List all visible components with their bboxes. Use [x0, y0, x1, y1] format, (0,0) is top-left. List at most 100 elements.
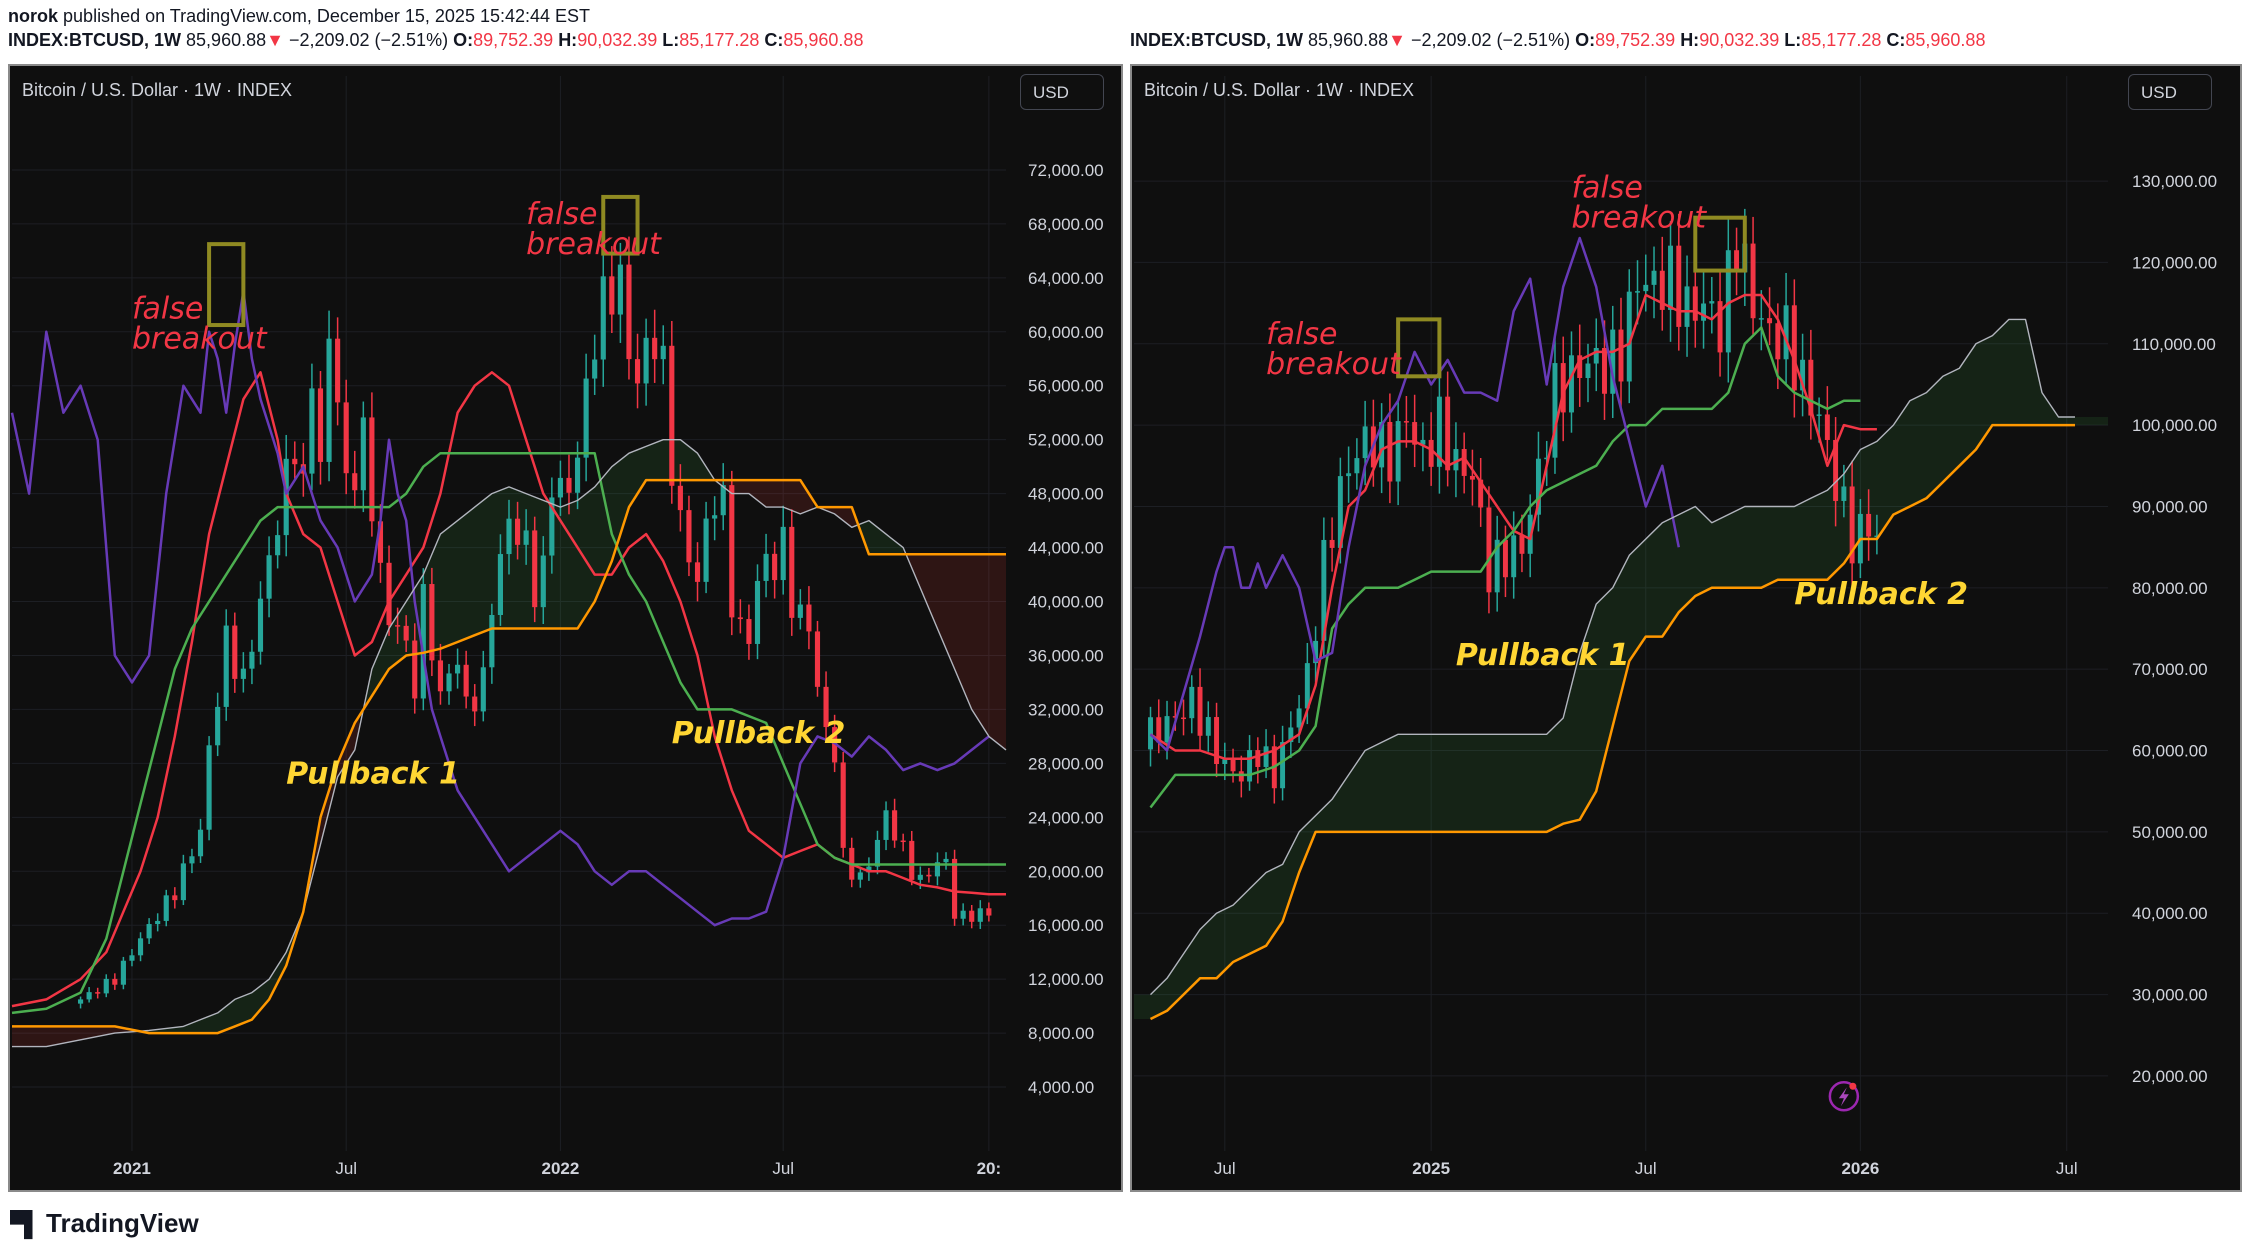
ichimoku-cloud: [12, 439, 1006, 1047]
candle: [1783, 272, 1789, 384]
candle: [694, 542, 701, 602]
candle: [1651, 246, 1657, 319]
candle: [1511, 511, 1517, 599]
x-tick-label: Jul: [1214, 1159, 1236, 1178]
candle-body: [455, 664, 461, 674]
candle-body: [1445, 396, 1451, 471]
candle: [746, 604, 752, 660]
span-b-line: [1149, 423, 2075, 1021]
y-tick-label: 40,000.00: [2132, 904, 2208, 923]
candle-body: [335, 338, 341, 403]
candle-body: [1775, 323, 1781, 360]
candle-body: [112, 978, 118, 985]
false-breakout-label: false breakout: [1266, 317, 1402, 382]
candle: [429, 567, 435, 677]
candle: [1148, 706, 1153, 767]
candle-body: [1164, 716, 1170, 743]
candle: [1535, 431, 1541, 532]
candle-body: [463, 664, 469, 697]
candle-body: [900, 840, 906, 843]
candle: [1626, 269, 1632, 404]
candle-body: [1651, 270, 1657, 285]
candle: [549, 477, 555, 574]
candle: [523, 509, 529, 565]
cloud-bullish: [860, 520, 904, 555]
high-label: H:: [1680, 30, 1700, 50]
candle-body: [1172, 716, 1178, 718]
currency-button[interactable]: USD: [2128, 74, 2212, 110]
candle-body: [1222, 759, 1228, 764]
candle: [1734, 227, 1740, 296]
candle: [1271, 734, 1277, 804]
y-tick-label: 20,000.00: [2132, 1067, 2208, 1086]
candle: [652, 309, 658, 383]
candle: [335, 317, 341, 426]
candle-body: [352, 473, 358, 491]
candle: [677, 464, 683, 532]
candle-body: [249, 651, 255, 669]
candles: [1148, 208, 1880, 804]
candle: [1288, 711, 1294, 759]
candle-body: [1626, 291, 1632, 382]
symbol-bar-left: INDEX:BTCUSD, 1W 85,960.88▼ −2,209.02 (−…: [8, 30, 863, 51]
x-tick-label: Jul: [2056, 1159, 2078, 1178]
candle: [806, 586, 812, 650]
candle: [1750, 216, 1756, 337]
candle-body: [1486, 507, 1492, 593]
candle: [1668, 221, 1674, 342]
y-tick-label: 60,000.00: [1028, 323, 1104, 342]
candle: [223, 609, 229, 721]
candle-body: [1494, 539, 1500, 593]
y-tick-label: 32,000.00: [1028, 700, 1104, 719]
candle-body: [1841, 486, 1847, 501]
candle: [420, 568, 426, 711]
candle: [1280, 725, 1286, 801]
candle: [360, 401, 366, 513]
candle: [1436, 373, 1442, 494]
candle: [789, 509, 795, 636]
candle-body: [420, 584, 426, 699]
tenkan-line: [11, 371, 1006, 1008]
open-value: 89,752.39: [473, 30, 554, 50]
candle-body: [634, 359, 641, 384]
candle-body: [1205, 717, 1211, 736]
candle-body: [1560, 363, 1566, 413]
chart-panel-right[interactable]: false breakout false breakout Pullback 1 Pull…: [1130, 64, 2242, 1192]
chart-canvas-left[interactable]: false breakout false breakout Pullback 1 Pull…: [10, 66, 1121, 1190]
candle: [1684, 255, 1690, 357]
breakout-box: [601, 194, 640, 256]
down-arrow-icon: ▼: [266, 30, 284, 50]
candle-body: [1866, 513, 1872, 537]
candle-body: [763, 553, 769, 581]
candle: [797, 589, 803, 630]
candle-body: [712, 515, 718, 519]
candle: [386, 545, 392, 636]
author-name[interactable]: norok: [8, 6, 59, 26]
false-breakout-label: false breakout: [1571, 170, 1707, 235]
candle: [1560, 336, 1566, 442]
candle-body: [1346, 473, 1352, 477]
price-change: −2,209.02 (−2.51%): [1410, 30, 1571, 50]
currency-button[interactable]: USD: [1020, 74, 1104, 110]
candle: [540, 536, 546, 624]
candle-body: [1321, 539, 1327, 641]
candle-body: [1767, 318, 1773, 324]
candle: [463, 650, 469, 709]
candle: [446, 663, 452, 705]
candle-body: [1874, 535, 1880, 538]
tradingview-brand[interactable]: ▀▌ TradingView: [10, 1208, 199, 1239]
y-tick-label: 70,000.00: [2132, 660, 2208, 679]
chart-panel-left[interactable]: false breakout false breakout Pullback 1 Pull…: [8, 64, 1123, 1192]
cloud-bearish: [307, 716, 359, 895]
chart-canvas-right[interactable]: false breakout false breakout Pullback 1 Pull…: [1132, 66, 2240, 1190]
candle-body: [412, 640, 418, 699]
x-axis: Jul 2025 Jul 2026 Jul: [1214, 1159, 2078, 1178]
candle-body: [1577, 355, 1583, 379]
candle: [934, 852, 941, 886]
candle: [292, 441, 298, 479]
candle: [1725, 217, 1731, 383]
candle: [737, 599, 743, 634]
candle: [1808, 329, 1814, 440]
candle-body: [257, 598, 264, 652]
candle-body: [986, 908, 992, 916]
